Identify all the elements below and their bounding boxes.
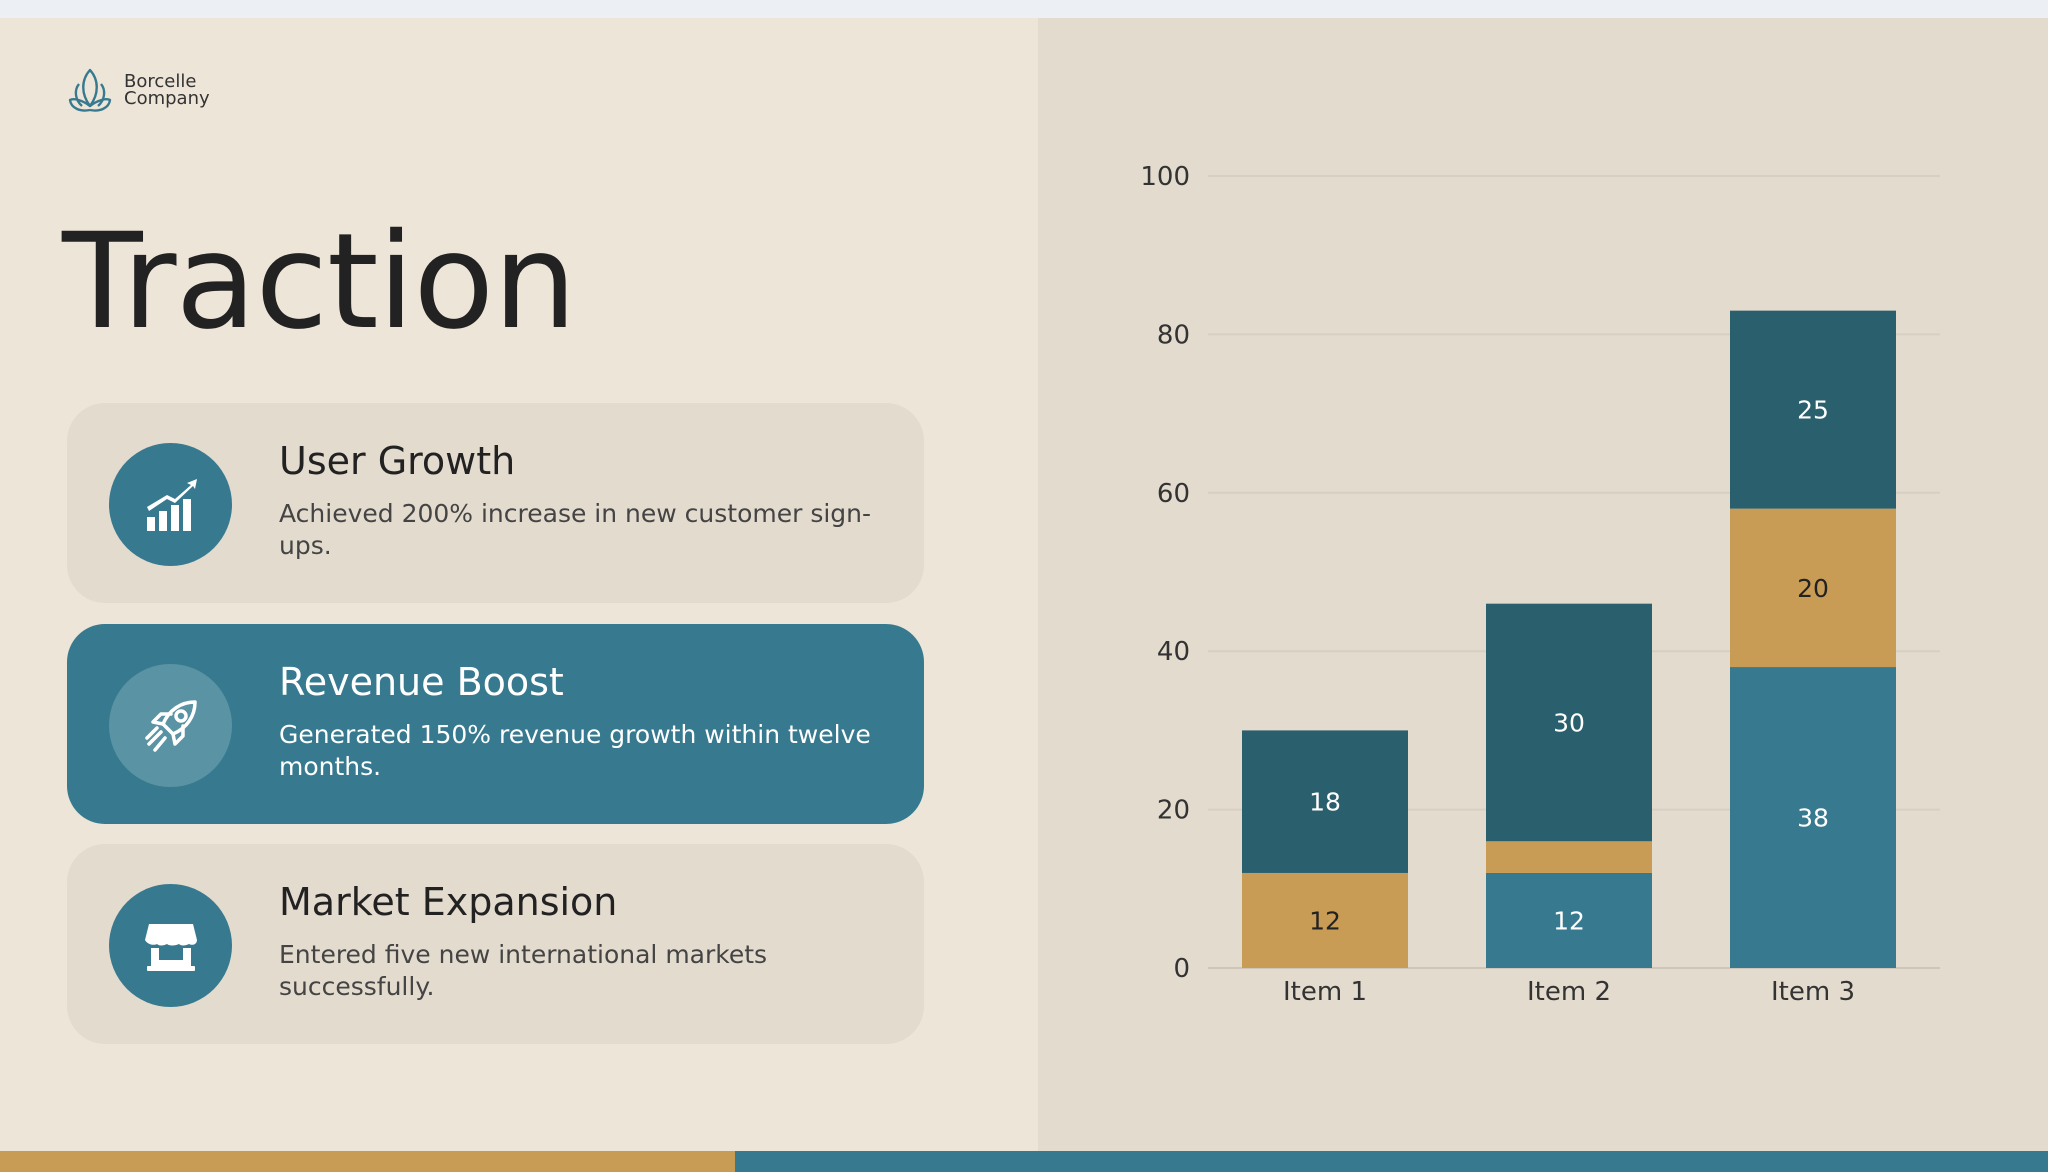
data-label: 12 bbox=[1553, 906, 1585, 935]
y-tick-label: 40 bbox=[1157, 637, 1190, 667]
brand-line2: Company bbox=[124, 88, 210, 109]
x-tick-label: Item 3 bbox=[1771, 977, 1855, 1007]
data-label: 30 bbox=[1553, 708, 1585, 737]
x-tick-label: Item 1 bbox=[1283, 977, 1367, 1007]
brand-name: Borcelle Company bbox=[124, 71, 210, 109]
bar-segment bbox=[1486, 841, 1652, 873]
card-heading: User Growth bbox=[279, 439, 516, 483]
card-text: Entered five new international markets s… bbox=[279, 940, 768, 1001]
bottom-bar-teal bbox=[735, 1151, 2048, 1172]
card-heading: Revenue Boost bbox=[279, 660, 564, 704]
y-tick-label: 60 bbox=[1157, 479, 1190, 509]
storefront-icon bbox=[144, 923, 197, 971]
card-market-expansion: Market Expansion Entered five new intern… bbox=[67, 844, 924, 1044]
icon-badge bbox=[109, 664, 232, 787]
y-tick-label: 20 bbox=[1157, 796, 1190, 826]
data-label: 38 bbox=[1797, 804, 1829, 833]
bar-segment bbox=[1486, 603, 1652, 842]
bar-segment bbox=[1242, 730, 1408, 873]
bar-segment bbox=[1242, 872, 1408, 968]
brand-line1: Borcelle bbox=[124, 71, 197, 92]
icon-badge bbox=[109, 443, 232, 566]
brand-logo: Borcelle Company bbox=[66, 66, 210, 114]
bottom-bar-gold bbox=[0, 1151, 735, 1172]
card-text: Achieved 200% increase in new customer s… bbox=[279, 499, 872, 560]
y-tick-label: 80 bbox=[1157, 320, 1190, 350]
icon-badge bbox=[109, 884, 232, 1007]
x-tick-label: Item 2 bbox=[1527, 977, 1611, 1007]
page-title: Traction bbox=[62, 205, 577, 359]
bar-segment bbox=[1730, 667, 1896, 968]
data-label: 12 bbox=[1309, 906, 1341, 935]
stacked-bar-chart: 0 20 40 60 80 100 12 18 Item 1 12 30 Item 2 38 20 25 It… bbox=[1140, 162, 1940, 1007]
rocket-icon bbox=[144, 699, 197, 752]
y-tick-label: 0 bbox=[1173, 954, 1190, 984]
data-label: 18 bbox=[1309, 788, 1341, 817]
card-revenue-boost: Revenue Boost Generated 150% revenue gro… bbox=[67, 624, 924, 824]
card-heading: Market Expansion bbox=[279, 880, 618, 924]
growth-chart-icon bbox=[146, 478, 197, 531]
data-label: 25 bbox=[1797, 396, 1829, 425]
card-user-growth: User Growth Achieved 200% increase in ne… bbox=[67, 403, 924, 603]
bar-segment bbox=[1730, 310, 1896, 509]
y-tick-label: 100 bbox=[1140, 162, 1190, 192]
bar-segment bbox=[1486, 872, 1652, 968]
bar-segment bbox=[1730, 508, 1896, 668]
lotus-logo-icon bbox=[68, 68, 112, 112]
top-strip bbox=[0, 0, 2048, 18]
data-label: 20 bbox=[1797, 574, 1829, 603]
card-text: Generated 150% revenue growth within twe… bbox=[279, 720, 871, 781]
